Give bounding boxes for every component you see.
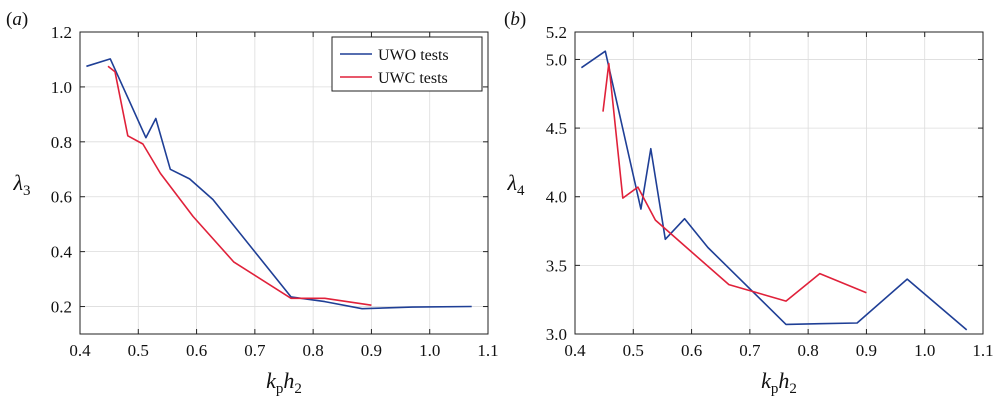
y-tick-label: 4.5: [546, 119, 567, 138]
x-tick-label: 0.4: [564, 341, 586, 360]
x-axis-label: kph2: [761, 368, 797, 397]
panel-label: (a): [6, 9, 28, 30]
y-axis-label-subscript: 4: [517, 183, 525, 199]
y-tick-label: 0.4: [51, 243, 73, 262]
x-tick-label: 1.1: [477, 341, 498, 360]
x-tick-label: 0.8: [303, 341, 324, 360]
series-line-uwo: [86, 58, 472, 310]
x-tick-label: 0.9: [856, 341, 877, 360]
x-tick-label: 0.7: [739, 341, 761, 360]
x-tick-label: 0.5: [623, 341, 644, 360]
y-axis-label: λ3: [12, 170, 30, 199]
y-axis-label: λ4: [506, 170, 525, 199]
y-axis-label-subscript: 3: [23, 183, 31, 199]
axes-frame: [79, 31, 489, 335]
axes-frame: [574, 31, 984, 335]
series-line-uwc: [107, 65, 372, 306]
x-tick-label: 1.1: [972, 341, 993, 360]
x-tick-label: 0.9: [361, 341, 382, 360]
y-axis-label-main: λ: [12, 170, 23, 195]
panel-label: (b): [504, 9, 526, 30]
x-tick-label: 0.4: [69, 341, 91, 360]
y-tick-label: 0.2: [51, 298, 72, 317]
y-tick-label: 1.0: [51, 78, 72, 97]
y-axis-label-main: λ: [506, 170, 517, 195]
x-tick-label: 1.0: [914, 341, 935, 360]
y-tick-label: 0.8: [51, 133, 72, 152]
x-tick-label: 0.8: [798, 341, 819, 360]
series-line-uwc: [602, 62, 867, 302]
y-tick-label: 5.0: [546, 50, 567, 69]
panel-a: 0.4 0.5 0.6 0.7 0.8 0.9 1.0 1.1 0.2 0.4 0.6 0.8 1.0 1…: [6, 9, 499, 397]
legend-entry-uwo: UWO tests: [378, 47, 449, 64]
y-tick-label: 4.0: [546, 188, 567, 207]
y-tick-label: 3.0: [546, 325, 567, 344]
panel-b: 0.4 0.5 0.6 0.7 0.8 0.9 1.0 1.1 3.0 3.5 4.0 4.5 5.0 5…: [504, 9, 994, 397]
grid: [574, 31, 984, 335]
legend-entry-uwc: UWC tests: [378, 70, 448, 87]
y-tick-label: 0.6: [51, 188, 72, 207]
legend-box: [331, 36, 483, 92]
legend: UWO tests UWC tests: [331, 36, 483, 92]
y-tick-label: 5.2: [546, 23, 567, 42]
x-tick-label: 0.6: [186, 341, 207, 360]
x-tick-label: 1.0: [419, 341, 440, 360]
y-tick-label: 1.2: [51, 23, 72, 42]
x-tick-label: 0.6: [681, 341, 702, 360]
x-axis-label: kph2: [266, 368, 302, 397]
x-tick-label: 0.5: [128, 341, 149, 360]
y-tick-label: 3.5: [546, 256, 567, 275]
series-line-uwo: [580, 50, 968, 331]
x-tick-label: 0.7: [244, 341, 266, 360]
